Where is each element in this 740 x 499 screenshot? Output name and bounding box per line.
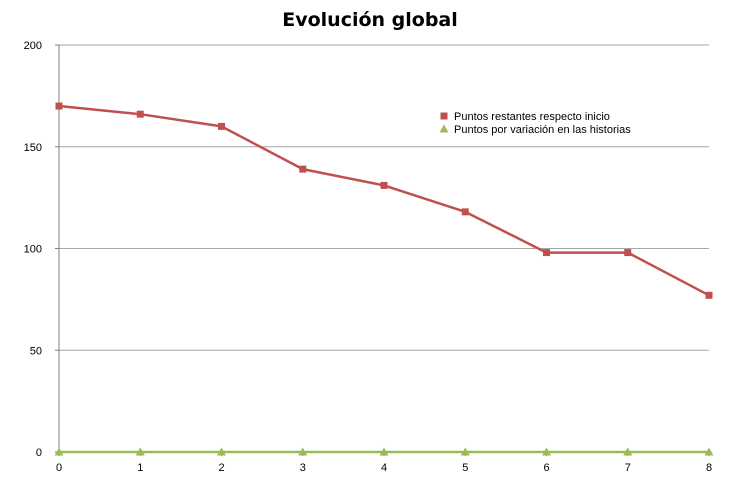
data-point — [298, 447, 308, 456]
x-tick-label: 2 — [218, 462, 224, 474]
data-point — [460, 447, 470, 456]
data-point — [299, 165, 307, 173]
x-tick-label: 8 — [706, 462, 712, 474]
y-tick-label: 50 — [30, 345, 42, 357]
data-point — [380, 181, 388, 189]
data-point — [623, 447, 633, 456]
y-tick-label: 150 — [24, 142, 42, 154]
x-tick-label: 5 — [462, 462, 468, 474]
legend-label: Puntos restantes respecto inicio — [454, 111, 610, 123]
data-point — [218, 122, 225, 130]
y-tick-label: 200 — [24, 40, 42, 52]
x-tick-label: 0 — [56, 462, 62, 474]
data-point — [55, 102, 63, 110]
data-point — [54, 447, 64, 456]
legend-marker-triangle — [439, 124, 449, 133]
data-point — [705, 291, 713, 299]
y-tick-label: 100 — [24, 244, 42, 256]
data-point — [461, 208, 469, 216]
data-point — [624, 249, 632, 257]
x-tick-label: 1 — [137, 462, 143, 474]
axes: 0 50 100 150 200 0 1 2 3 4 5 6 7 8 — [24, 40, 712, 474]
x-tick-label: 4 — [381, 462, 387, 474]
data-point — [136, 110, 144, 118]
legend-label: Puntos por variación en las historias — [454, 124, 631, 136]
data-point — [543, 249, 550, 257]
x-tick-label: 7 — [625, 462, 631, 474]
y-tick-label: 0 — [36, 447, 42, 459]
x-tick-label: 3 — [300, 462, 306, 474]
data-point — [217, 447, 226, 456]
x-tick-label: 6 — [543, 462, 549, 474]
data-point — [704, 447, 714, 456]
series-lines — [54, 102, 714, 456]
data-point — [379, 447, 389, 456]
grid-lines — [59, 44, 709, 453]
data-point — [542, 447, 551, 456]
data-point — [135, 447, 145, 456]
chart-title: Evolución global — [282, 9, 458, 31]
legend-marker-square — [440, 112, 448, 120]
